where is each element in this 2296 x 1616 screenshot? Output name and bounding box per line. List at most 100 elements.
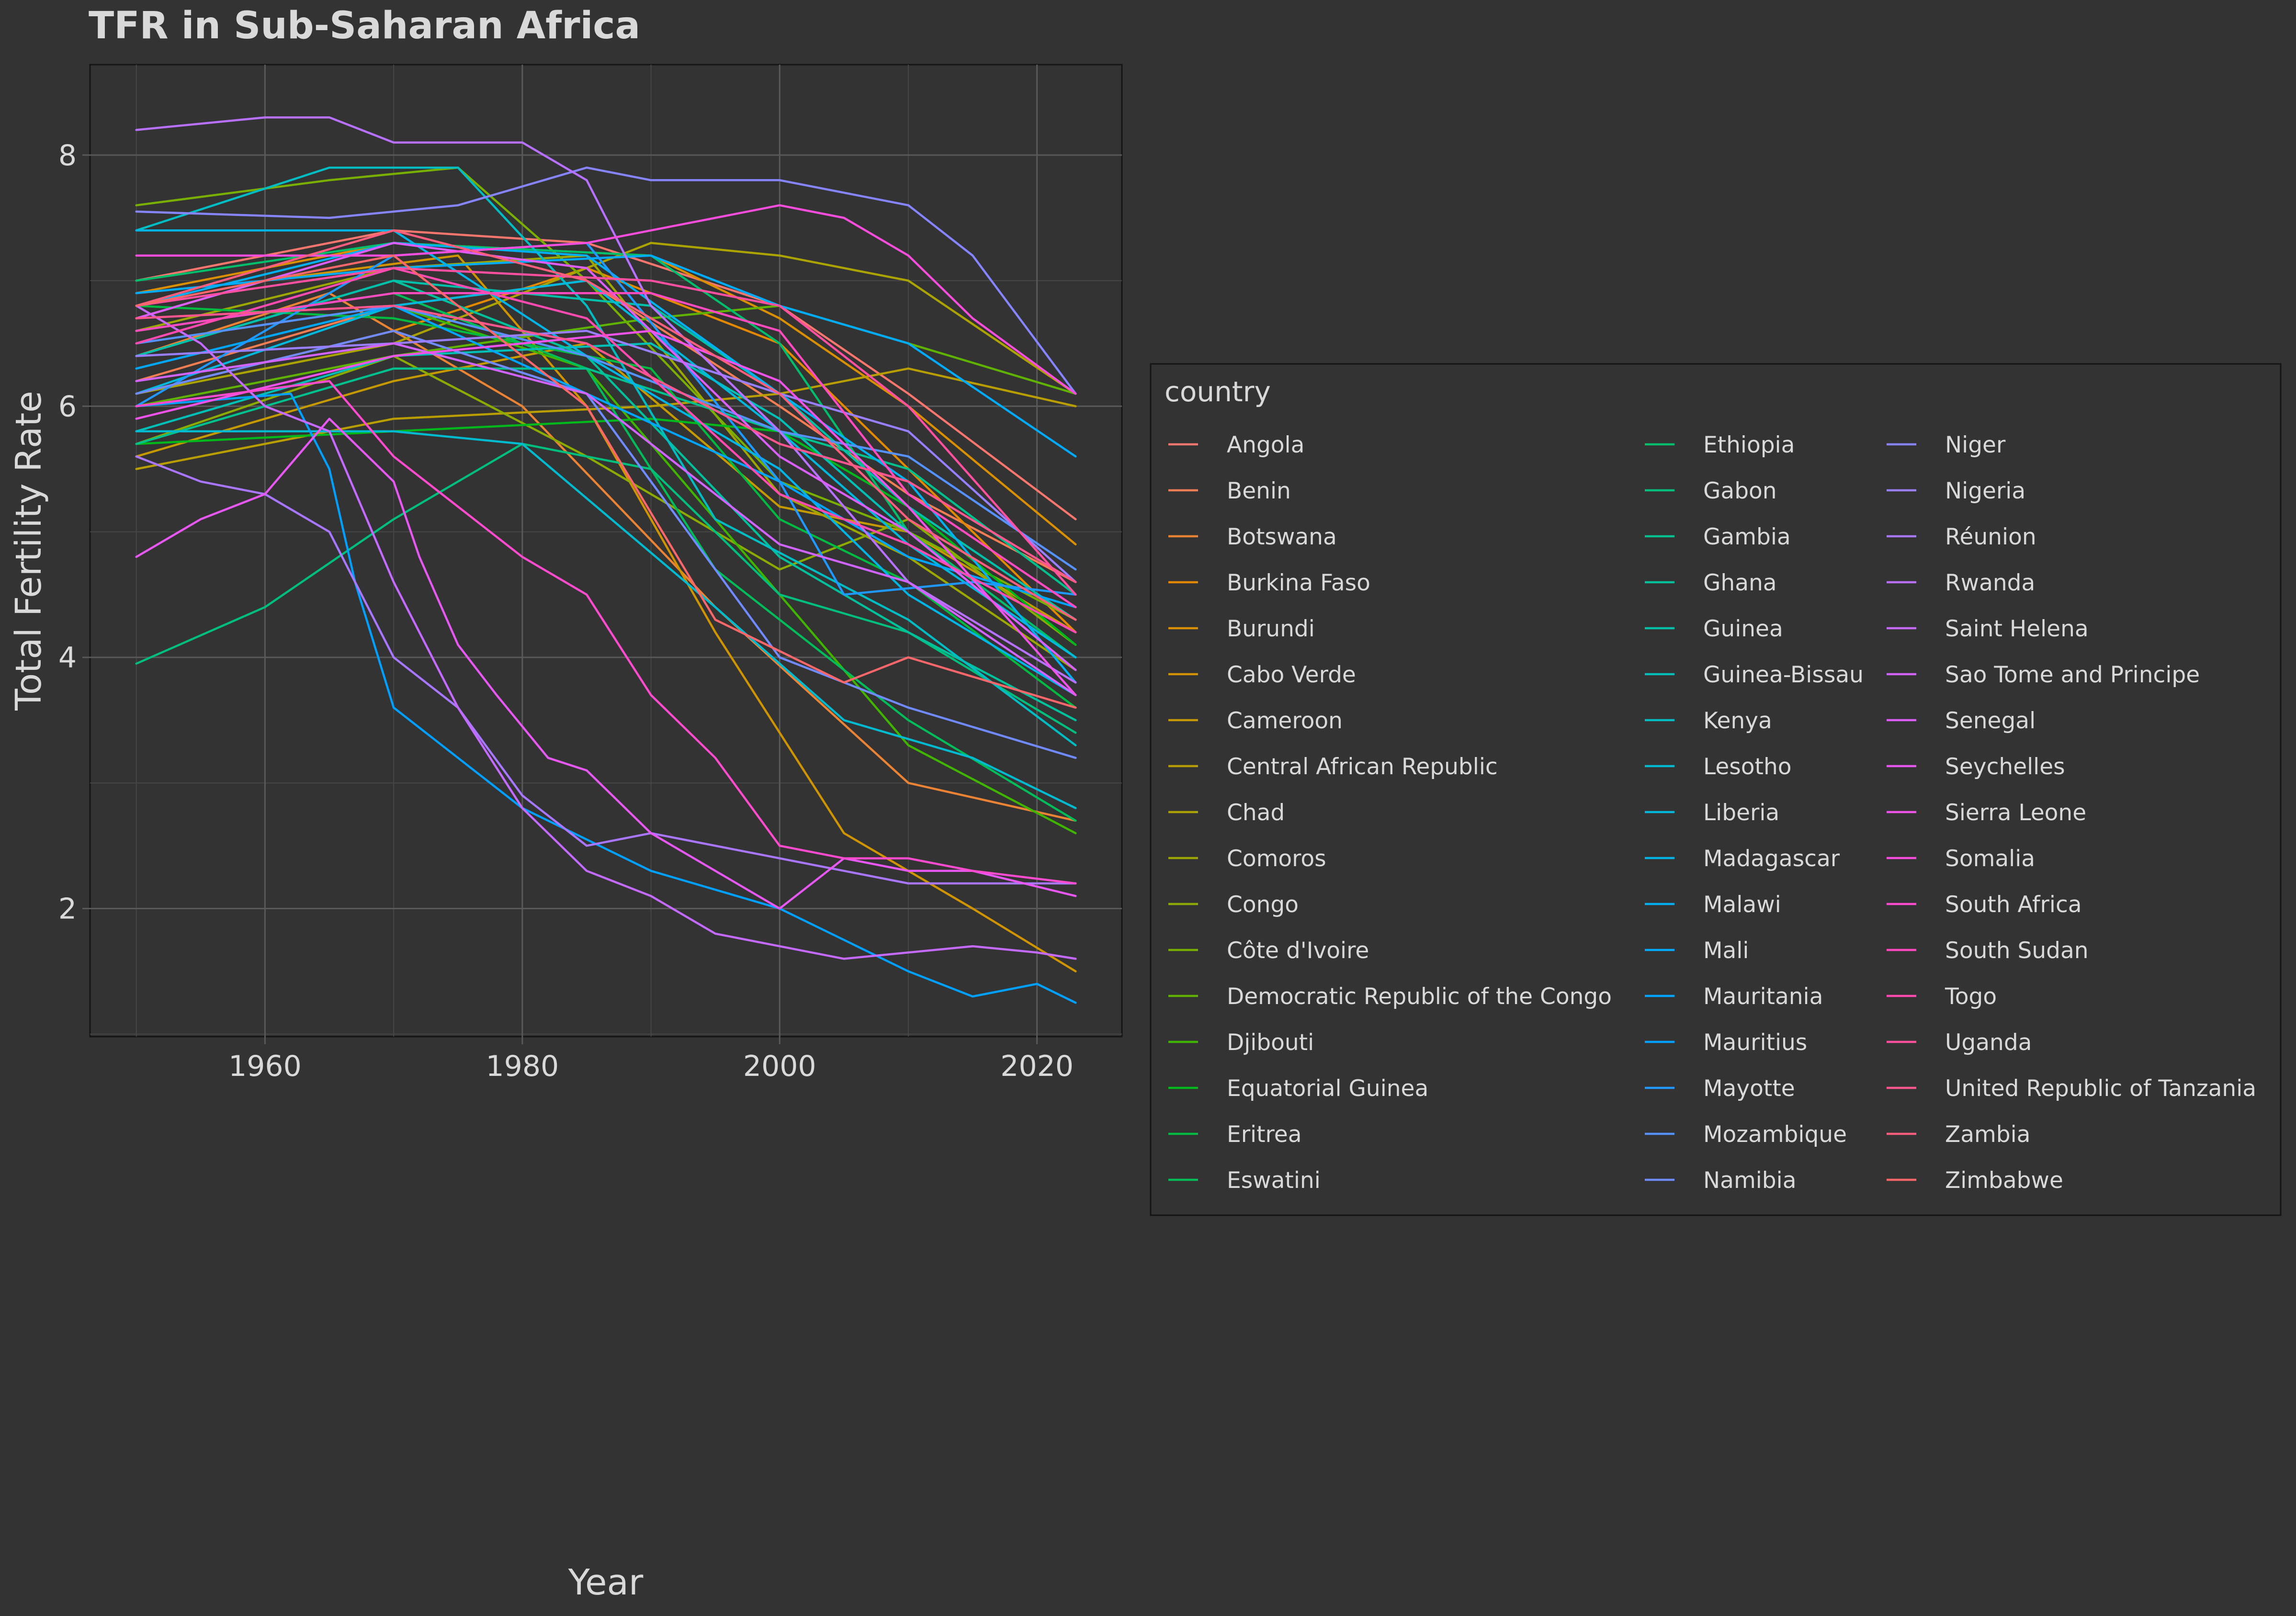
series-line	[135, 342, 1077, 633]
legend-label: Chad	[1227, 800, 1285, 826]
legend-label: Eswatini	[1227, 1167, 1321, 1194]
legend-label: Congo	[1227, 892, 1299, 918]
series-line	[135, 305, 1077, 960]
legend-label: Gambia	[1703, 524, 1791, 550]
x-tick-label: 1960	[228, 1050, 302, 1083]
legend-label: Saint Helena	[1945, 616, 2089, 642]
series-line	[135, 242, 1077, 546]
series-line	[135, 229, 1077, 520]
legend-label: Namibia	[1703, 1167, 1797, 1194]
series-line	[135, 242, 1077, 659]
series-line	[135, 292, 1077, 609]
legend-items: Angola Benin Botswana Burkina Faso Burundi Ca…	[1168, 432, 2256, 1194]
legend-label: Uganda	[1945, 1029, 2032, 1056]
x-tick-label: 2020	[1000, 1050, 1074, 1083]
series-line	[135, 305, 1077, 609]
legend-label: Sierra Leone	[1945, 800, 2086, 826]
legend-title: country	[1165, 375, 1271, 408]
legend-label: Rwanda	[1945, 570, 2035, 596]
series-line	[135, 430, 1077, 809]
series-line	[135, 442, 1077, 734]
x-tick-label: 1980	[486, 1050, 559, 1083]
series-line	[135, 267, 1077, 633]
legend-label: Somalia	[1945, 846, 2035, 872]
series-line	[135, 355, 1077, 646]
series-line	[135, 380, 1077, 885]
series-line	[135, 267, 1077, 596]
series-line	[135, 292, 1077, 822]
legend-label: Benin	[1227, 478, 1291, 504]
legend-label: Guinea	[1703, 616, 1783, 642]
legend-label: Malawi	[1703, 892, 1781, 918]
series-line	[135, 204, 1077, 395]
series-line	[135, 279, 1077, 621]
legend-label: Central African Republic	[1227, 754, 1498, 780]
legend-label: Madagascar	[1703, 846, 1840, 872]
chart-title: TFR in Sub-Saharan Africa	[89, 4, 640, 47]
legend-label: Ghana	[1703, 570, 1777, 596]
y-axis-title: Total Fertility Rate	[8, 391, 49, 711]
series-line	[135, 254, 1077, 709]
legend-label: United Republic of Tanzania	[1945, 1075, 2256, 1102]
legend-label: Togo	[1945, 983, 1997, 1010]
legend-label: Sao Tome and Principe	[1945, 662, 2200, 688]
series-lines	[135, 116, 1077, 1004]
series-line	[135, 166, 1077, 746]
series-line	[135, 166, 1077, 395]
series-line	[135, 254, 1077, 458]
series-line	[135, 305, 1077, 583]
legend-label: Niger	[1945, 432, 2006, 458]
y-tick-label: 4	[58, 641, 77, 675]
x-tick-label: 2000	[743, 1050, 816, 1083]
legend-label: Mali	[1703, 938, 1749, 964]
series-line	[135, 418, 1077, 910]
series-line	[135, 418, 1077, 646]
legend-label: Cabo Verde	[1227, 662, 1356, 688]
series-line	[135, 242, 1077, 684]
y-tick-label: 2	[58, 892, 77, 926]
legend-label: Djibouti	[1227, 1029, 1314, 1056]
legend-label: Mauritania	[1703, 983, 1823, 1010]
series-line	[135, 279, 1077, 659]
legend-label: Burkina Faso	[1227, 570, 1370, 596]
series-line	[135, 229, 1077, 696]
y-tick-label: 6	[58, 390, 77, 423]
legend-label: Guinea-Bissau	[1703, 662, 1864, 688]
series-line	[135, 242, 1077, 395]
x-axis-title: Year	[568, 1562, 644, 1603]
legend-label: Zambia	[1945, 1121, 2030, 1148]
legend-label: Mauritius	[1703, 1029, 1807, 1056]
series-line	[135, 254, 1077, 671]
series-line	[135, 455, 1077, 885]
legend-label: Mozambique	[1703, 1121, 1847, 1148]
legend: country Angola Benin Botswana Burkina Faso B…	[1150, 363, 2282, 1216]
legend-label: Zimbabwe	[1945, 1167, 2063, 1194]
legend-label: Mayotte	[1703, 1075, 1795, 1102]
series-line	[135, 342, 1077, 696]
legend-label: Equatorial Guinea	[1227, 1075, 1428, 1102]
legend-label: South Africa	[1945, 892, 2082, 918]
legend-label: Réunion	[1945, 524, 2036, 550]
series-line	[135, 367, 1077, 470]
legend-label: Botswana	[1227, 524, 1337, 550]
legend-label: Angola	[1227, 432, 1304, 458]
legend-box	[1150, 363, 2282, 1216]
legend-label: Ethiopia	[1703, 432, 1795, 458]
legend-label: Senegal	[1945, 708, 2036, 734]
legend-label: Lesotho	[1703, 754, 1792, 780]
legend-label: Côte d'Ivoire	[1227, 938, 1369, 964]
legend-label: Democratic Republic of the Congo	[1227, 983, 1612, 1010]
series-line	[135, 367, 1077, 596]
x-axis: 1960 1980 2000 2020	[228, 1037, 1074, 1083]
legend-label: Gabon	[1703, 478, 1777, 504]
legend-label: Seychelles	[1945, 754, 2065, 780]
legend-label: South Sudan	[1945, 938, 2089, 964]
series-line	[135, 392, 1077, 1004]
legend-label: Cameroon	[1227, 708, 1343, 734]
y-axis: 2 4 6 8	[58, 139, 90, 926]
legend-label: Liberia	[1703, 800, 1779, 826]
legend-label: Kenya	[1703, 708, 1772, 734]
series-line	[135, 229, 1077, 621]
legend-label: Eritrea	[1227, 1121, 1302, 1148]
